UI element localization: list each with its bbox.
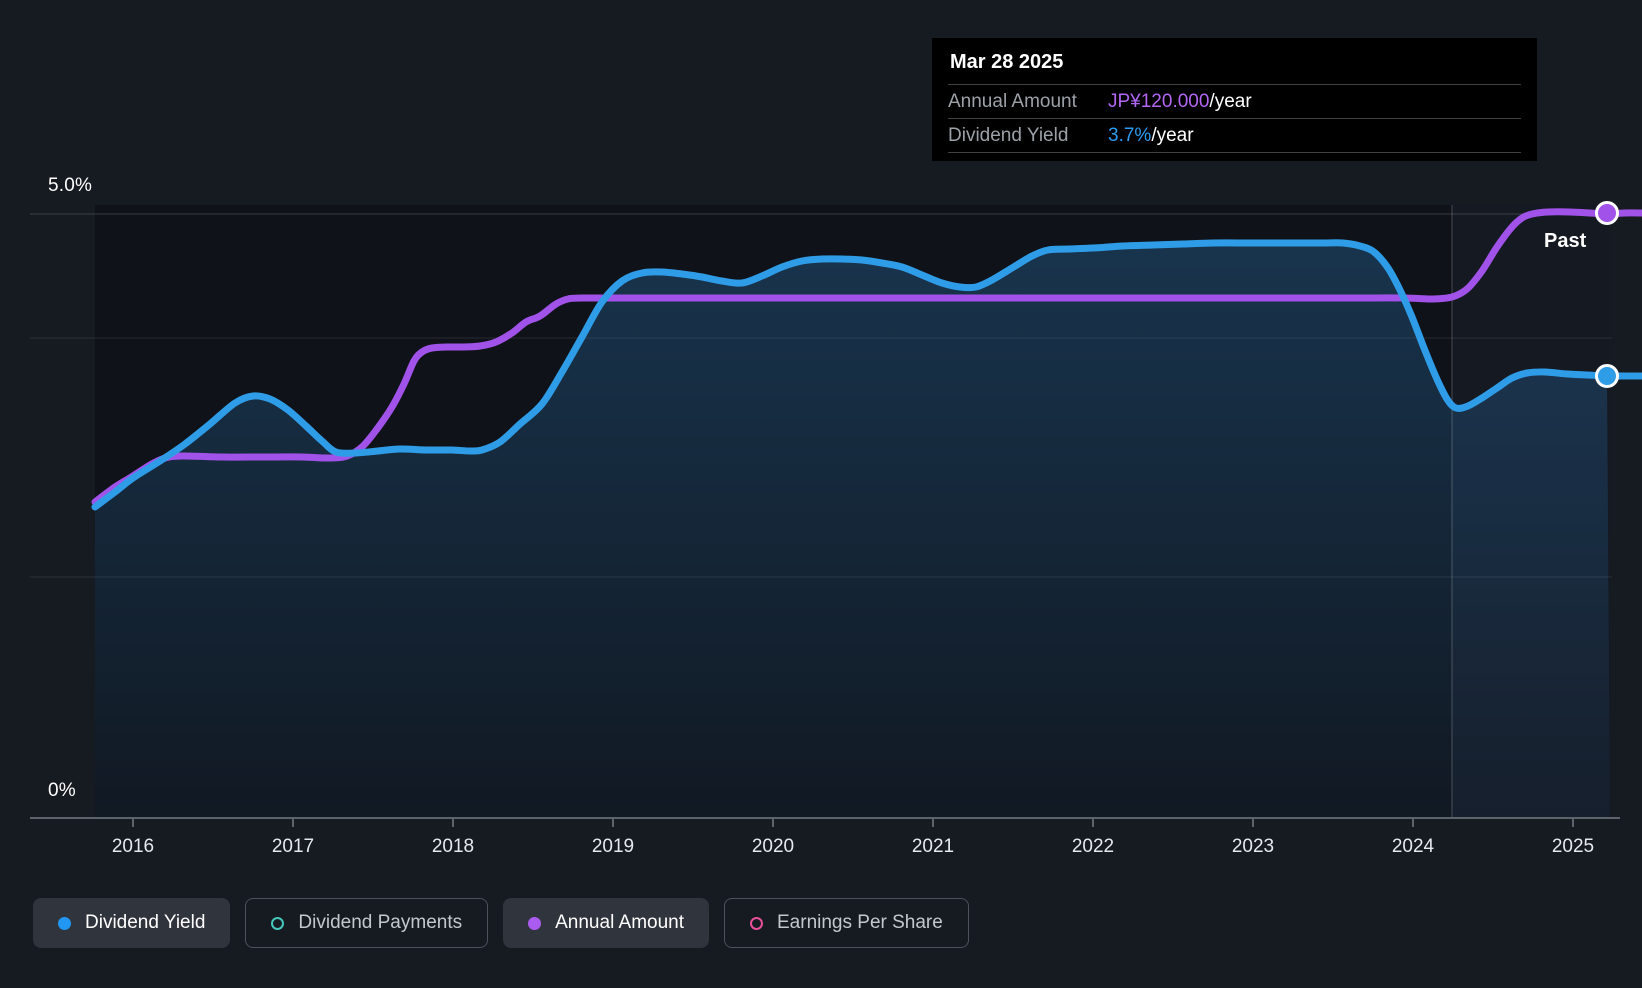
x-axis-year-label: 2025 xyxy=(1552,836,1594,857)
legend-toggle-earnings-per-share[interactable]: Earnings Per Share xyxy=(724,898,969,948)
tooltip-value-annual-amount: JP¥120.000 xyxy=(1108,90,1210,112)
tooltip-value-suffix: /year xyxy=(1151,124,1194,146)
legend-label: Earnings Per Share xyxy=(777,912,943,933)
x-axis-year-label: 2017 xyxy=(272,836,314,857)
x-axis-year-label: 2022 xyxy=(1072,836,1114,857)
annual-amount-dot-icon xyxy=(528,916,542,930)
dividend-yield-dot-icon xyxy=(58,916,71,930)
x-axis-year-label: 2019 xyxy=(592,836,634,857)
dividend-payments-ring-icon xyxy=(271,916,285,930)
tooltip-value-suffix: /year xyxy=(1209,90,1252,112)
series-endpoint-marker xyxy=(1595,364,1619,388)
chart-legend: Dividend Yield Dividend Payments Annual … xyxy=(33,898,969,948)
legend-label: Dividend Yield xyxy=(85,912,206,933)
past-region-label: Past xyxy=(1544,230,1587,252)
y-axis-label-0pct: 0% xyxy=(48,780,76,801)
x-axis-year-label: 2016 xyxy=(112,836,154,857)
x-axis-year-label: 2021 xyxy=(912,836,954,857)
legend-toggle-dividend-yield[interactable]: Dividend Yield xyxy=(33,898,231,948)
x-axis-year-label: 2023 xyxy=(1232,836,1274,857)
tooltip-row-annual-amount: Annual Amount JP¥120.000/year xyxy=(948,84,1521,118)
tooltip-label: Annual Amount xyxy=(948,90,1077,112)
y-axis-label-5pct: 5.0% xyxy=(48,175,93,196)
future-region-tint xyxy=(1452,205,1610,818)
annual-amount-line xyxy=(91,208,1642,506)
tooltip-row-dividend-yield: Dividend Yield 3.7%/year xyxy=(948,118,1521,153)
tooltip-value-dividend-yield: 3.7% xyxy=(1108,124,1152,146)
x-axis-year-label: 2020 xyxy=(752,836,794,857)
x-axis-year-label: 2018 xyxy=(432,836,474,857)
legend-toggle-dividend-payments[interactable]: Dividend Payments xyxy=(245,898,489,948)
dividend-yield-line xyxy=(91,239,1642,511)
series-endpoint-marker xyxy=(1595,201,1619,225)
dividend-yield-area-fill xyxy=(95,242,1610,818)
legend-toggle-annual-amount[interactable]: Annual Amount xyxy=(503,898,709,948)
earnings-per-share-ring-icon xyxy=(750,916,763,930)
chart-tooltip: Mar 28 2025 Annual Amount JP¥120.000/yea… xyxy=(932,38,1537,161)
x-axis-year-label: 2024 xyxy=(1392,836,1435,857)
legend-label: Annual Amount xyxy=(555,912,684,933)
tooltip-label: Dividend Yield xyxy=(948,124,1069,146)
tooltip-date: Mar 28 2025 xyxy=(950,51,1064,73)
legend-label: Dividend Payments xyxy=(298,912,463,933)
